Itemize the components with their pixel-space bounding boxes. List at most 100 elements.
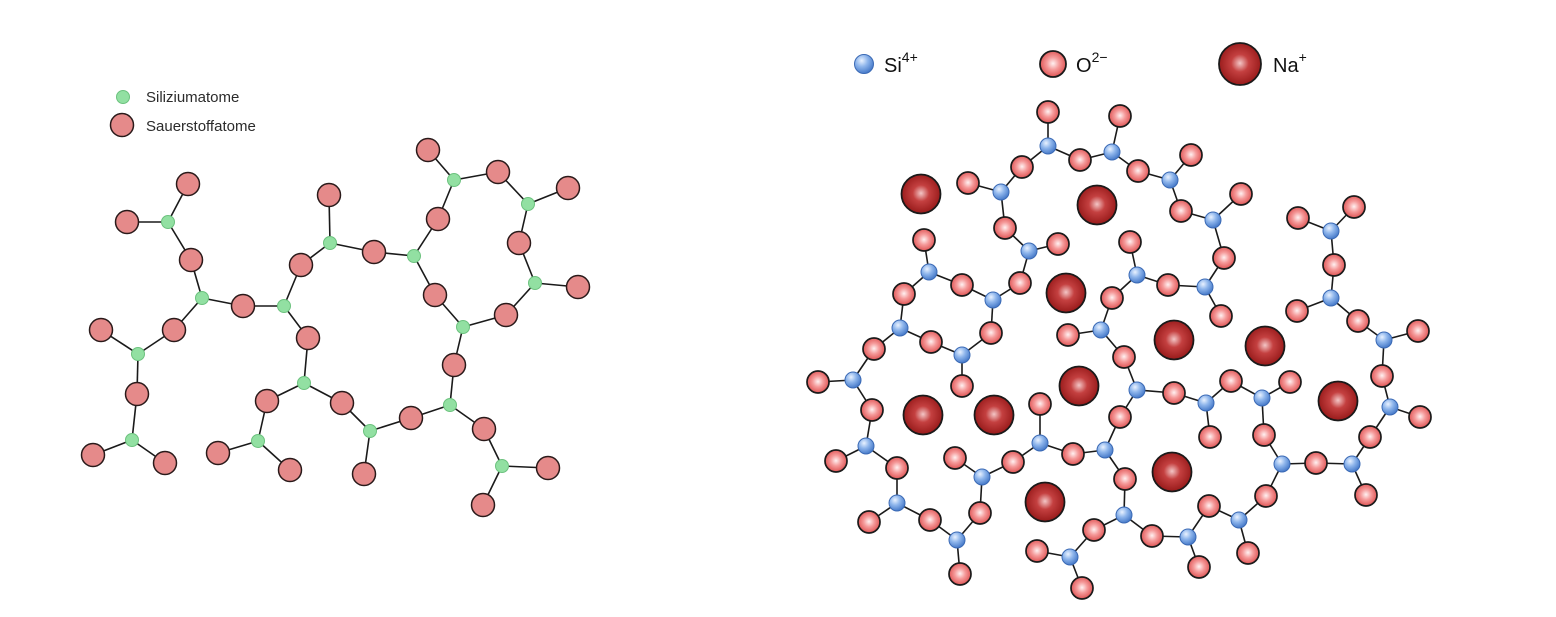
oxygen-atom (470, 492, 496, 518)
oxygen-ion (1342, 195, 1366, 219)
sodium-ion (1151, 451, 1193, 493)
oxygen-atom (329, 390, 355, 416)
oxygen-ion (1358, 425, 1382, 449)
silicon-ion (1128, 266, 1146, 284)
silicon-ion (1096, 441, 1114, 459)
legend-label-oxygen: Sauerstoffatome (146, 118, 256, 135)
oxygen-atom (506, 230, 532, 256)
oxygen-atom (398, 405, 424, 431)
oxygen-ion (918, 508, 942, 532)
oxygen-atom (316, 182, 342, 208)
sodium-ion (973, 394, 1015, 436)
oxygen-ion (1068, 148, 1092, 172)
silicon-atom (528, 276, 542, 290)
silicon-atom (125, 433, 139, 447)
sodium-ion (1317, 380, 1359, 422)
sodium-ion (1244, 325, 1286, 367)
crystalline-silica-network-panel: Siliziumatome Sauerstoffatome (80, 89, 591, 518)
oxygen-ion (1028, 392, 1052, 416)
silicon-ion (1322, 289, 1340, 307)
silicon-atom (323, 236, 337, 250)
silicon-ion (888, 494, 906, 512)
oxygen-ion (1197, 494, 1221, 518)
oxygen-ion (892, 282, 916, 306)
glass-network-diagram: Si4+ O2− Na+ (806, 42, 1432, 600)
silicon-ion (1381, 398, 1399, 416)
oxygen-atom (205, 440, 231, 466)
oxygen-ion (950, 273, 974, 297)
silicon-ion (1375, 331, 1393, 349)
oxygen-atom (441, 352, 467, 378)
sodium-ion (1045, 272, 1087, 314)
oxygen-atom (254, 388, 280, 414)
silicon-atom (251, 434, 265, 448)
oxygen-ion (1108, 405, 1132, 429)
oxygen-ion (1140, 524, 1164, 548)
silicon-ion (1039, 137, 1057, 155)
oxygen-atom (152, 450, 178, 476)
oxygen-ion (1061, 442, 1085, 466)
oxygen-ion (1304, 451, 1328, 475)
oxygen-atom (88, 317, 114, 343)
silicon-ion (1196, 278, 1214, 296)
oxygen-atom (230, 293, 256, 319)
oxygen-ion (919, 330, 943, 354)
silicon-ion (1031, 434, 1049, 452)
oxygen-atom (295, 325, 321, 351)
silicon-ion (984, 291, 1002, 309)
oxygen-ion (1100, 286, 1124, 310)
oxygen-ion (1406, 319, 1430, 343)
oxygen-ion (1046, 232, 1070, 256)
crystalline-silica-network-diagram: Siliziumatome Sauerstoffatome (80, 89, 591, 518)
oxygen-ion (956, 171, 980, 195)
silicon-atom (131, 347, 145, 361)
silicon-ion (992, 183, 1010, 201)
silicon-ion (1128, 381, 1146, 399)
oxygen-ion (1156, 273, 1180, 297)
silicon-atom (407, 249, 421, 263)
silicon-atom (521, 197, 535, 211)
oxygen-atom (178, 247, 204, 273)
oxygen-ion (1108, 104, 1132, 128)
silicon-ion (1273, 455, 1291, 473)
silicon-ion (1020, 242, 1038, 260)
oxygen-ion (943, 446, 967, 470)
silicon-ion (1197, 394, 1215, 412)
oxygen-ion (860, 398, 884, 422)
oxygen-ion (1252, 423, 1276, 447)
silicon-ion (1092, 321, 1110, 339)
silicon-ion (1253, 389, 1271, 407)
legend-label-silicon: Siliziumatome (146, 89, 239, 106)
oxygen-atom (277, 457, 303, 483)
oxygen-ion (1370, 364, 1394, 388)
oxygen-ion (968, 501, 992, 525)
left-legend: Siliziumatome Sauerstoffatome (109, 89, 256, 138)
oxygen-ion (1126, 159, 1150, 183)
oxygen-ion (824, 449, 848, 473)
oxygen-ion (1219, 369, 1243, 393)
oxygen-atom (471, 416, 497, 442)
oxygen-atom (161, 317, 187, 343)
oxygen-atom-legend-icon (109, 112, 135, 138)
oxygen-ion (1162, 381, 1186, 405)
oxygen-ion (979, 321, 1003, 345)
oxygen-ion (1212, 246, 1236, 270)
oxygen-ion (1187, 555, 1211, 579)
oxygen-ion (1198, 425, 1222, 449)
oxygen-atom (493, 302, 519, 328)
oxygen-atom (535, 455, 561, 481)
oxygen-atom (361, 239, 387, 265)
sodium-ion (1058, 365, 1100, 407)
oxygen-ion (1354, 483, 1378, 507)
silicon-atom (456, 320, 470, 334)
oxygen-atom (485, 159, 511, 185)
silicon-atom (297, 376, 311, 390)
silicon-atom (161, 215, 175, 229)
oxygen-ion (1408, 405, 1432, 429)
legend-label-silicon-ion: Si4+ (884, 49, 918, 77)
silicon-atom (495, 459, 509, 473)
sodium-ion (1024, 481, 1066, 523)
glass-silica-network-panel: Si4+ O2− Na+ (780, 0, 1556, 617)
legend-label-oxygen-ion: O2− (1076, 49, 1108, 77)
oxygen-ion (950, 374, 974, 398)
